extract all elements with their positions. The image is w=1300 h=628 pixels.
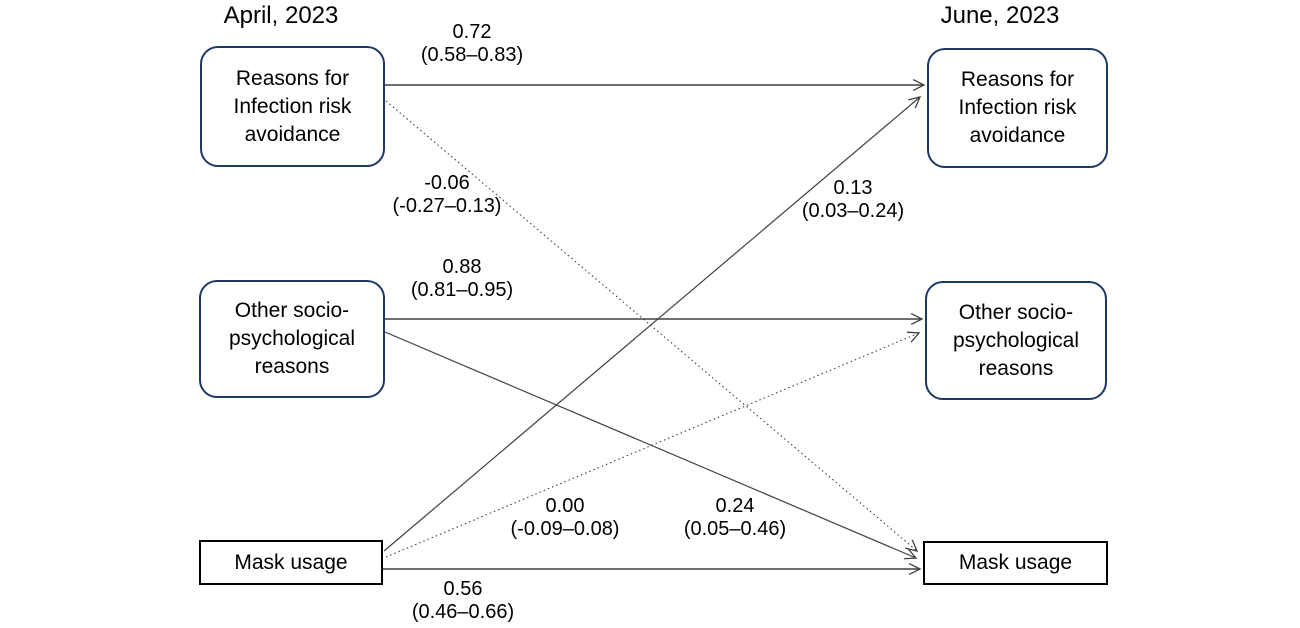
confidence-interval: (0.81–0.95): [410, 279, 514, 301]
edge-label-socio-to-mask: 0.24 (0.05–0.46): [615, 495, 855, 541]
confidence-interval: (0.03–0.24): [801, 200, 905, 222]
confidence-interval: (0.46–0.66): [411, 601, 515, 623]
edge-line-mask-to-socio: [385, 333, 919, 558]
node-april-mask-usage: Mask usage: [199, 540, 383, 585]
edge-label-infection-stability: 0.72 (0.58–0.83): [352, 21, 592, 67]
edge-line-mask-to-infection: [383, 97, 920, 552]
confidence-interval: (-0.27–0.13): [392, 195, 502, 217]
coefficient-value: 0.00: [545, 495, 585, 517]
edge-label-mask-to-infection: 0.13 (0.03–0.24): [733, 177, 973, 223]
confidence-interval: (0.05–0.46): [683, 518, 787, 540]
node-april-other-socio-psychological: Other socio- psychological reasons: [199, 280, 385, 398]
coefficient-value: 0.24: [715, 495, 755, 517]
node-june-infection-risk-avoidance: Reasons for Infection risk avoidance: [927, 48, 1108, 168]
node-june-mask-usage: Mask usage: [923, 541, 1108, 585]
edge-label-mask-stability: 0.56 (0.46–0.66): [343, 578, 583, 624]
edge-line-infection-to-mask: [385, 100, 917, 551]
edge-label-socio-stability: 0.88 (0.81–0.95): [342, 256, 582, 302]
coefficient-value: 0.13: [833, 177, 873, 199]
edge-label-mask-to-socio: 0.00 (-0.09–0.08): [445, 495, 685, 541]
left-column-title: April, 2023: [223, 2, 339, 29]
confidence-interval: (0.58–0.83): [420, 44, 524, 66]
confidence-interval: (-0.09–0.08): [510, 518, 620, 540]
edge-label-infection-to-mask: -0.06 (-0.27–0.13): [327, 172, 567, 218]
edge-line-socio-to-mask: [384, 331, 916, 558]
node-april-infection-risk-avoidance: Reasons for Infection risk avoidance: [200, 46, 385, 167]
coefficient-value: 0.72: [452, 21, 492, 43]
coefficient-value: 0.88: [442, 256, 482, 278]
right-column-title: June, 2023: [940, 2, 1060, 29]
coefficient-value: -0.06: [424, 172, 470, 194]
coefficient-value: 0.56: [443, 578, 483, 600]
node-june-other-socio-psychological: Other socio- psychological reasons: [925, 281, 1107, 400]
